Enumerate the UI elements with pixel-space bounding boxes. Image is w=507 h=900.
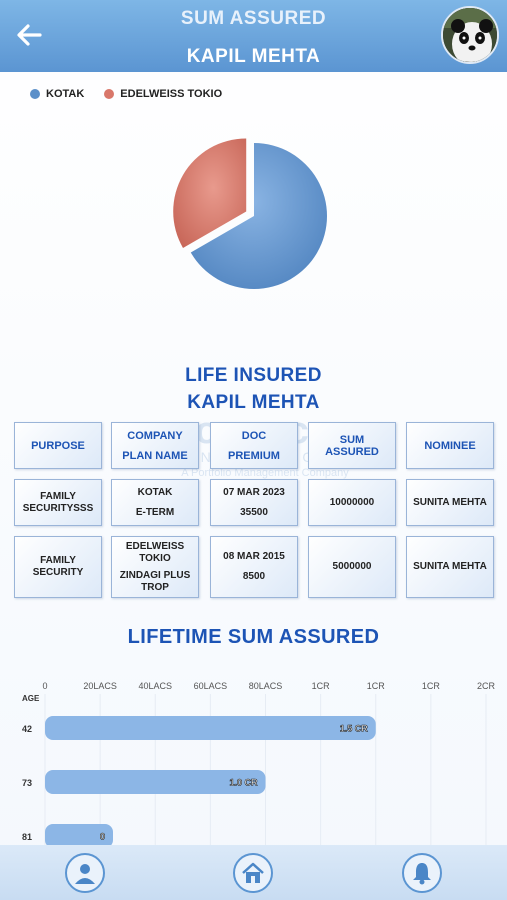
pie-legend: KOTAK EDELWEISS TOKIO [30, 88, 222, 100]
back-button[interactable] [14, 20, 44, 50]
table-cell-nominee: SUNITA MEHTA [406, 479, 494, 526]
back-arrow-icon [17, 24, 42, 46]
bar[interactable] [45, 770, 266, 794]
legend-item-edelweiss[interactable]: EDELWEISS TOKIO [104, 88, 222, 100]
x-tick-label: 60LACS [194, 681, 228, 691]
header-nominee: NOMINEE [406, 422, 494, 469]
legend-dot [30, 89, 40, 99]
header-purpose: PURPOSE [14, 422, 102, 469]
x-tick-label: 2CR [477, 681, 496, 691]
page-subtitle: KAPIL MEHTA [186, 46, 321, 67]
table-cell-purpose: FAMILY SECURITY [14, 536, 102, 598]
lifetime-sum-assured-chart: 0 20LACS 40LACS 60LACS 80LACS 1CR 1CR 1CR 2CR AGE… [22, 681, 496, 845]
pie-slice-edelweiss[interactable] [173, 138, 247, 249]
nav-profile-button[interactable] [65, 853, 105, 893]
table-cell-purpose: FAMILY SECURITYSSS [14, 479, 102, 526]
app-header: SUM ASSURED KAPIL MEHTA [0, 0, 507, 72]
x-tick-label: 0 [42, 681, 47, 691]
header-company-plan: COMPANY PLAN NAME [111, 422, 199, 469]
bottom-navigation [0, 845, 507, 900]
legend-dot [104, 89, 115, 99]
nav-home-button[interactable] [233, 853, 273, 893]
y-axis-label: AGE [22, 694, 40, 703]
table-cell-company-plan: EDELWEISS TOKIO ZINDAGI PLUS TROP [111, 536, 199, 598]
x-tick-label: 80LACS [249, 681, 283, 691]
pie-slice-kotak[interactable] [190, 143, 328, 289]
header-sum-assured: SUM ASSURED [308, 422, 396, 469]
x-tick-label: 40LACS [138, 681, 172, 691]
life-insured-name: KAPIL MEHTA [187, 392, 320, 413]
x-tick-label: 20LACS [83, 681, 117, 691]
header-doc-premium: DOC PREMIUM [210, 422, 298, 469]
y-tick-label: 42 [22, 724, 32, 734]
data-label: 1.5 CR [340, 724, 369, 734]
x-tick-label: 1CR [312, 681, 331, 691]
table-cell-company-plan: KOTAK E-TERM [111, 479, 199, 526]
home-icon [242, 862, 264, 883]
lifetime-sum-assured-title: LIFETIME SUM ASSURED [127, 626, 380, 648]
nav-notifications-button[interactable] [402, 853, 442, 893]
x-tick-label: 1CR [367, 681, 386, 691]
legend-label: EDELWEISS TOKIO [120, 88, 223, 100]
life-insured-title: LIFE INSURED [185, 365, 322, 386]
page-title: SUM ASSURED [180, 8, 327, 29]
profile-icon [75, 864, 95, 884]
table-cell-doc-premium: 07 MAR 2023 35500 [210, 479, 298, 526]
bar[interactable] [45, 716, 376, 740]
panda-avatar-icon [443, 8, 497, 62]
y-tick-label: 73 [22, 778, 32, 788]
table-cell-sum-assured: 5000000 [308, 536, 396, 598]
x-tick-label: 1CR [422, 681, 441, 691]
table-cell-nominee: SUNITA MEHTA [406, 536, 494, 598]
bell-icon [413, 863, 431, 885]
table-cell-doc-premium: 08 MAR 2015 8500 [210, 536, 298, 598]
data-label: 0 [100, 832, 105, 842]
table-cell-sum-assured: 10000000 [308, 479, 396, 526]
legend-item-kotak[interactable]: KOTAK [30, 88, 84, 100]
bar[interactable] [45, 824, 113, 845]
y-tick-label: 81 [22, 832, 32, 842]
data-label: 1.0 CR [229, 778, 258, 788]
avatar[interactable] [441, 6, 499, 64]
sum-assured-pie-chart [173, 138, 328, 289]
legend-label: KOTAK [46, 88, 85, 100]
